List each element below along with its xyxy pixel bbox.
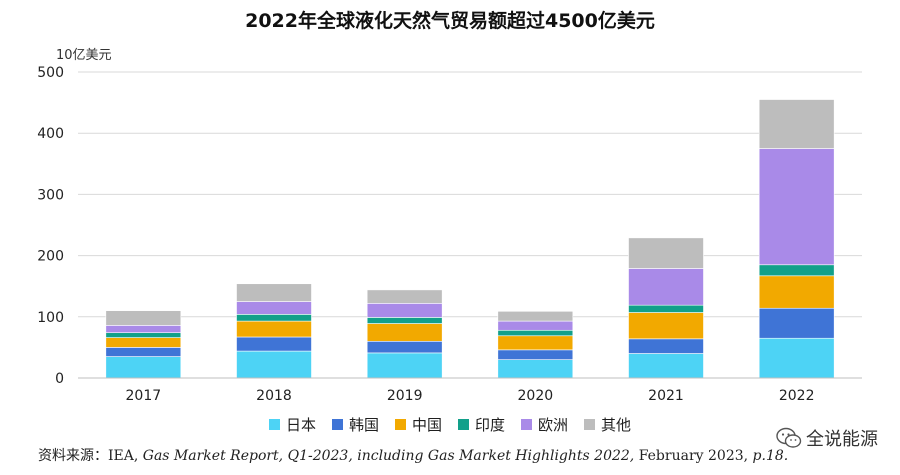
bar-segment — [236, 320, 312, 338]
bar-segment — [105, 325, 182, 334]
bar-segment — [628, 304, 704, 313]
y-tick-label: 100 — [37, 310, 64, 326]
legend-item: 印度 — [458, 414, 505, 435]
bar-segment — [758, 275, 835, 309]
bar-segment — [758, 264, 835, 277]
legend-item: 中国 — [394, 414, 442, 435]
stacked-bar-chart: 0 100 200 300 400 500 2017 2018 2019 2020 2021 2022 — [37, 65, 862, 404]
bar-segment — [105, 310, 182, 326]
legend-swatch — [268, 419, 280, 430]
bar-segment — [497, 359, 574, 379]
x-tick-label: 2022 — [779, 388, 815, 404]
bar-segment — [105, 347, 182, 357]
legend-swatch — [394, 419, 406, 430]
bar-segment — [758, 148, 835, 266]
source-page: p.18. — [752, 448, 789, 464]
legend-swatch — [584, 419, 596, 430]
legend-label: 其他 — [601, 416, 632, 434]
bar-segment — [236, 336, 312, 352]
bar-segment — [105, 332, 182, 338]
legend-item: 韩国 — [331, 414, 379, 435]
x-tick-label: 2019 — [387, 388, 423, 404]
source-suffix: February 2023, — [634, 448, 753, 464]
bar-segment — [105, 356, 182, 379]
source-title: Gas Market Report, Q1-2023, including Ga… — [142, 448, 635, 464]
watermark-text: 全说能源 — [806, 429, 878, 450]
bar-segment — [497, 320, 574, 331]
legend-label: 日本 — [285, 416, 316, 434]
legend-item: 其他 — [584, 414, 631, 435]
source-note: 资料来源：IEA, Gas Market Report, Q1-2023, in… — [38, 445, 788, 465]
x-tick-label: 2017 — [126, 388, 162, 404]
legend-label: 欧洲 — [538, 416, 569, 434]
y-tick-label: 500 — [37, 65, 64, 81]
legend-label: 韩国 — [348, 416, 379, 434]
legend-swatch — [521, 419, 533, 430]
bar-segment — [366, 289, 443, 304]
bar-segment — [628, 338, 704, 354]
y-tick-label: 300 — [37, 187, 64, 203]
legend-swatch — [458, 419, 469, 430]
bar-segment — [236, 314, 312, 322]
wechat-icon — [776, 427, 802, 448]
legend-swatch — [331, 419, 343, 430]
bar-segment — [497, 310, 574, 322]
source-prefix: 资料来源：IEA, — [38, 448, 143, 464]
bar-segment — [236, 350, 312, 379]
legend: 日本 韩国 中国 印度 欧洲 其他 — [0, 414, 900, 435]
bar-segment — [628, 237, 704, 269]
watermark: 全说能源 — [776, 425, 878, 451]
bar-segment — [497, 335, 574, 351]
legend-label: 中国 — [411, 416, 442, 434]
y-unit-label: 10亿美元 — [56, 48, 112, 63]
x-tick-label: 2021 — [648, 388, 684, 404]
bar-segment — [105, 337, 182, 348]
legend-item: 日本 — [268, 414, 316, 435]
bar-segment — [758, 99, 835, 149]
bar-segment — [758, 337, 835, 379]
bar-segment — [366, 317, 443, 324]
bar-segment — [497, 329, 574, 337]
bar-segment — [628, 268, 704, 306]
bar-segment — [758, 307, 835, 339]
y-tick-label: 200 — [37, 249, 64, 265]
x-tick-label: 2020 — [518, 388, 554, 404]
legend-label: 印度 — [475, 416, 506, 434]
bar-segment — [628, 353, 704, 379]
bar-segment — [236, 283, 312, 302]
y-tick-label: 400 — [37, 126, 64, 142]
y-tick-label: 0 — [55, 371, 64, 387]
bar-segment — [366, 340, 443, 354]
x-tick-label: 2018 — [256, 388, 292, 404]
bar-segment — [236, 301, 312, 315]
bar-segment — [366, 323, 443, 342]
bar-segment — [366, 352, 443, 379]
chart-title: 2022年全球液化天然气贸易额超过4500亿美元 — [245, 10, 655, 32]
bar-segment — [628, 312, 704, 340]
bar-segment — [497, 349, 574, 360]
legend-item: 欧洲 — [521, 414, 568, 435]
bar-segment — [366, 303, 443, 318]
